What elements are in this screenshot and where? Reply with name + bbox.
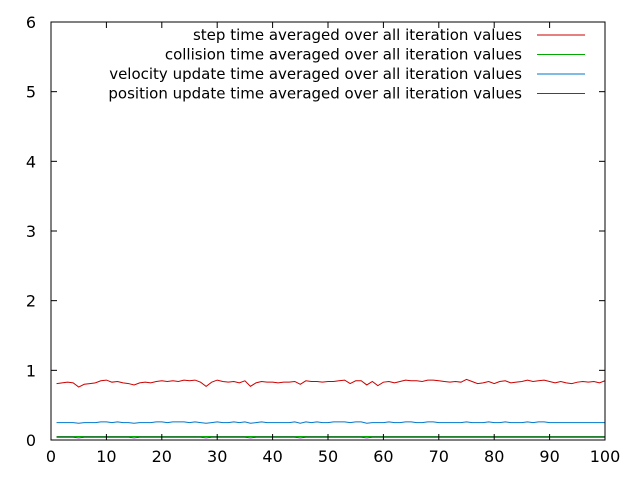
y-tick-label: 4 [26,152,36,171]
x-tick-label: 80 [484,447,504,466]
legend: step time averaged over all iteration va… [108,26,585,103]
y-tick-label: 1 [26,361,36,380]
x-tick-label: 60 [373,447,393,466]
y-tick-label: 6 [26,13,36,32]
legend-label: velocity update time averaged over all i… [109,65,522,83]
x-tick-label: 70 [429,447,449,466]
x-tick-label: 30 [207,447,227,466]
y-tick-label: 2 [26,292,36,311]
legend-label: position update time averaged over all i… [108,85,522,103]
series-layer [56,378,606,439]
y-tick-label: 3 [26,222,36,241]
x-tick-label: 90 [539,447,559,466]
y-tick-label: 5 [26,83,36,102]
x-tick-label: 20 [152,447,172,466]
legend-label: step time averaged over all iteration va… [193,26,522,44]
x-tick-label: 40 [262,447,282,466]
series-line-4 [56,436,605,439]
plot-frame [50,21,606,441]
series-line-3 [56,421,605,424]
y-tick-label: 0 [26,431,36,450]
x-tick-label: 10 [96,447,116,466]
x-tick-label: 100 [590,447,621,466]
x-tick-label: 50 [318,447,338,466]
ticks-layer: 0 10 20 30 40 50 60 70 80 90 100 0 1 2 3 4 5 6 [26,13,620,466]
series-line-1 [56,378,606,388]
x-tick-label: 0 [46,447,56,466]
legend-label: collision time averaged over all iterati… [165,46,522,64]
